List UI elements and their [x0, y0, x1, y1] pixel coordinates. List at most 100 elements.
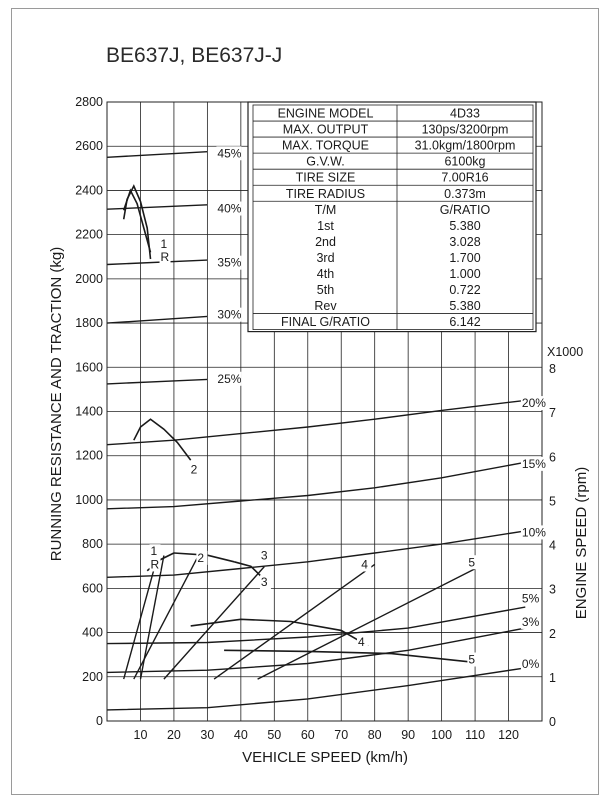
annotation-bg [520, 614, 539, 629]
curve-annotation: 0% [522, 657, 540, 671]
spec-key: TIRE RADIUS [286, 187, 365, 201]
y-tick-label: 1600 [75, 360, 103, 374]
engine-speed-line [133, 557, 198, 680]
x-tick-label: 110 [465, 728, 485, 742]
engine-speed-line [213, 563, 376, 680]
resistance-curve [106, 204, 208, 210]
curve-annotation: 40% [217, 202, 241, 216]
plot-frame [106, 101, 543, 722]
x-tick-label: 70 [334, 728, 348, 742]
curve-annotation: 45% [217, 146, 241, 160]
spec-table: ENGINE MODEL 4D33 MAX. OUTPUT 130ps/3200rpm… [247, 101, 537, 333]
y2-tick-label: 7 [549, 406, 556, 420]
engine-speed-line [257, 568, 476, 680]
spec-value: G/RATIO [440, 203, 491, 217]
annotation-bg [216, 371, 242, 386]
y-axis-title: RUNNING RESISTANCE AND TRACTION (kg) [48, 247, 65, 561]
resistance-curve [106, 530, 526, 578]
resistance-curve [106, 461, 526, 510]
x-tick-label: 90 [401, 728, 415, 742]
engine-speed-line [163, 566, 265, 680]
spec-value: 0.373m [444, 187, 486, 201]
annotation-bg [149, 544, 161, 559]
annotation-bg [360, 557, 372, 572]
y2-tick-label: 5 [549, 494, 556, 508]
x-tick-label: 80 [368, 728, 382, 742]
chart-title: BE637J, BE637J-J [106, 44, 283, 67]
resistance-curve [106, 627, 526, 674]
spec-key: 3rd [316, 251, 334, 265]
y-tick-label: 1400 [75, 405, 103, 419]
spec-value: 5.380 [449, 219, 480, 233]
annotation-bg [216, 201, 242, 216]
curve-annotation: 1 [161, 237, 168, 251]
annotation-bg [259, 548, 271, 563]
y-tick-label: 0 [96, 714, 103, 728]
annotation-bg [356, 634, 368, 649]
curve-annotation: 20% [522, 396, 546, 410]
curve-layer [106, 151, 526, 711]
resistance-curve [106, 606, 526, 645]
y2-tick-label: 6 [549, 450, 556, 464]
y2-axis-title: ENGINE SPEED (rpm) [573, 467, 590, 620]
x-tick-label: 60 [301, 728, 315, 742]
page-frame [11, 8, 599, 795]
traction-curve [190, 618, 369, 647]
y-tick-label: 2800 [75, 95, 103, 109]
x-tick-label: 30 [200, 728, 214, 742]
annotation-bg [520, 656, 539, 671]
annotation-bg [467, 652, 479, 667]
traction-curve [133, 418, 192, 461]
spec-table-inner [252, 104, 534, 331]
spec-key: 4th [317, 267, 334, 281]
curve-annotation: R [161, 250, 170, 264]
resistance-curve [106, 315, 208, 324]
annotation-bg [216, 307, 242, 322]
annotation-bg [159, 236, 171, 251]
x-tick-label: 40 [234, 728, 248, 742]
y-tick-label: 1200 [75, 449, 103, 463]
annotation-bg [216, 255, 242, 270]
resistance-curve [106, 378, 208, 385]
y2-multiplier-label: X1000 [547, 345, 583, 359]
spec-value: 31.0kgm/1800rpm [415, 139, 516, 153]
annotation-bg [149, 557, 161, 572]
annotation-bg [259, 575, 271, 590]
y-tick-label: 2200 [75, 228, 103, 242]
axis-layer: 0200400600800100012001400160018002000220… [48, 95, 590, 766]
y-tick-label: 1000 [75, 493, 103, 507]
curve-annotation: 4 [358, 635, 365, 649]
spec-key: G.V.W. [306, 155, 344, 169]
spec-value: 3.028 [449, 235, 480, 249]
annotation-bg [159, 250, 171, 265]
curve-annotation: 30% [217, 308, 241, 322]
engine-speed-line [123, 557, 158, 680]
x-tick-label: 20 [167, 728, 181, 742]
spec-key: TIRE SIZE [296, 171, 356, 185]
y2-tick-label: 0 [549, 715, 556, 729]
curve-annotation: 5% [522, 592, 540, 606]
annotation-bg [520, 591, 539, 606]
x-axis-title: VEHICLE SPEED (km/h) [242, 749, 408, 766]
spec-key: ENGINE MODEL [278, 107, 374, 121]
spec-key: 1st [317, 219, 334, 233]
x-tick-label: 50 [267, 728, 281, 742]
y-tick-label: 800 [82, 537, 103, 551]
y2-tick-label: 1 [549, 671, 556, 685]
traction-curve [122, 188, 152, 253]
x-tick-label: 100 [431, 728, 452, 742]
annotation-bg [196, 550, 208, 565]
curve-annotation: 2 [191, 462, 198, 476]
resistance-curve [106, 667, 526, 711]
resistance-curve [106, 399, 526, 446]
y-tick-label: 600 [82, 581, 103, 595]
curve-annotation: 35% [217, 256, 241, 270]
y-tick-label: 1800 [75, 316, 103, 330]
y2-tick-label: 3 [549, 583, 556, 597]
annotation-bg [216, 146, 242, 161]
spec-value: 6.142 [449, 315, 480, 329]
spec-value: 5.380 [449, 299, 480, 313]
spec-table-frame [247, 101, 537, 333]
curve-annotation: 2 [197, 551, 204, 565]
